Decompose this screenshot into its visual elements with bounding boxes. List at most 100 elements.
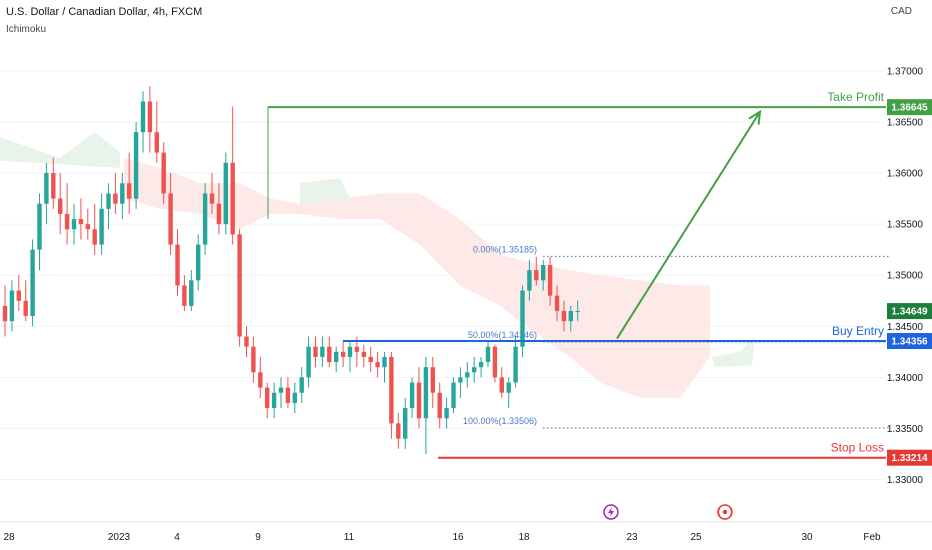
candle (71, 203, 77, 245)
candle-body (547, 265, 553, 296)
candle-body (196, 244, 201, 281)
candle-body (85, 224, 90, 230)
candle-body (354, 346, 360, 352)
candle-body (127, 183, 132, 199)
candle-body (251, 346, 256, 373)
candle-body (451, 382, 456, 409)
x-tick-label: 25 (690, 532, 702, 543)
x-tick-label: 9 (255, 532, 261, 543)
candle-body (292, 392, 297, 403)
candle (534, 256, 539, 286)
candle (423, 356, 429, 455)
candle (568, 305, 573, 332)
candle (202, 183, 208, 255)
candle-body (361, 351, 366, 357)
projection-arrow-shaft (616, 111, 761, 340)
candle (527, 259, 532, 301)
event-icons[interactable] (603, 504, 733, 520)
candle (182, 275, 187, 311)
candle (2, 285, 8, 337)
lightning-glyph (608, 507, 614, 517)
candle-body (478, 362, 484, 368)
candle (244, 326, 249, 357)
candle-body (534, 270, 539, 281)
economic-event-icon[interactable] (717, 504, 733, 520)
candle-body (285, 387, 291, 403)
candle (506, 377, 511, 409)
candle (85, 208, 90, 240)
cloud-bearish (124, 157, 710, 398)
candle-body (347, 346, 353, 357)
candle-body (99, 208, 104, 245)
chart-title: U.S. Dollar / Canadian Dollar, 4h, FXCM (6, 6, 203, 18)
candle-body (120, 183, 125, 204)
candle (154, 101, 159, 163)
candle-body (568, 310, 573, 322)
candle (216, 183, 222, 235)
buy-entry-price-badge (887, 333, 932, 350)
candle-body (16, 290, 21, 301)
candle-body (437, 392, 442, 419)
candle (340, 341, 346, 368)
x-tick-label: Feb (863, 532, 881, 543)
candle-body (106, 193, 111, 209)
candle (465, 362, 470, 388)
economic-event-dot (722, 509, 728, 515)
candle (306, 336, 311, 388)
candle-body (175, 244, 180, 286)
candle-body (458, 377, 463, 383)
buy-entry-label: Buy Entry (832, 324, 884, 338)
lightning-event-icon[interactable] (603, 504, 619, 520)
candle (327, 336, 332, 368)
candle (92, 203, 97, 255)
candle-body (520, 290, 525, 347)
take-profit-price-text: 1.36645 (891, 103, 928, 114)
fibonacci-retracement[interactable]: 0.00%(1.35185) 50.00%(1.34346) 100.00%(1.3… (463, 244, 890, 429)
candle-body (44, 173, 49, 204)
candle (133, 121, 139, 209)
candle-body (133, 132, 139, 199)
candle-body (154, 132, 159, 153)
candle-body (506, 382, 511, 393)
candle (30, 239, 35, 327)
candle (168, 173, 173, 255)
candle-body (465, 372, 470, 378)
candle-body (230, 162, 235, 235)
cloud-bullish (0, 132, 120, 168)
candle (44, 162, 49, 225)
candle-body (541, 265, 546, 281)
candle (416, 367, 422, 429)
candle (237, 229, 242, 347)
stop-loss-level[interactable]: Stop Loss 1.33214 (438, 441, 932, 466)
candle (99, 193, 104, 255)
candle-body (327, 346, 332, 363)
candle-body (368, 356, 373, 363)
candle (175, 229, 180, 296)
candle (375, 351, 380, 378)
buy-entry-level[interactable]: Buy Entry 1.34356 (343, 324, 932, 350)
y-tick-label: 1.33000 (887, 475, 924, 486)
stop-loss-price-text: 1.33214 (891, 453, 928, 464)
candle (127, 152, 132, 214)
candle (478, 356, 484, 378)
x-tick-label: 23 (626, 532, 638, 543)
take-profit-level[interactable]: Take Profit 1.36645 (267, 90, 932, 220)
cloud-bullish (300, 178, 350, 204)
candle-body (209, 193, 215, 204)
candle-body (472, 367, 477, 373)
candle (106, 183, 111, 230)
candle-body (9, 290, 15, 322)
candle (409, 377, 415, 419)
candle (251, 336, 256, 383)
candle-body (527, 270, 532, 291)
candle (368, 346, 373, 373)
candle (223, 152, 228, 235)
trade-levels[interactable]: Take Profit 1.36645 Buy Entry 1.34356 Stop L… (267, 90, 932, 466)
x-tick-label: 28 (3, 532, 15, 543)
candle (313, 336, 318, 368)
indicator-label[interactable]: Ichimoku (6, 24, 47, 35)
candle-body (396, 423, 401, 439)
candle-body (306, 346, 311, 378)
stop-loss-label: Stop Loss (831, 441, 884, 455)
